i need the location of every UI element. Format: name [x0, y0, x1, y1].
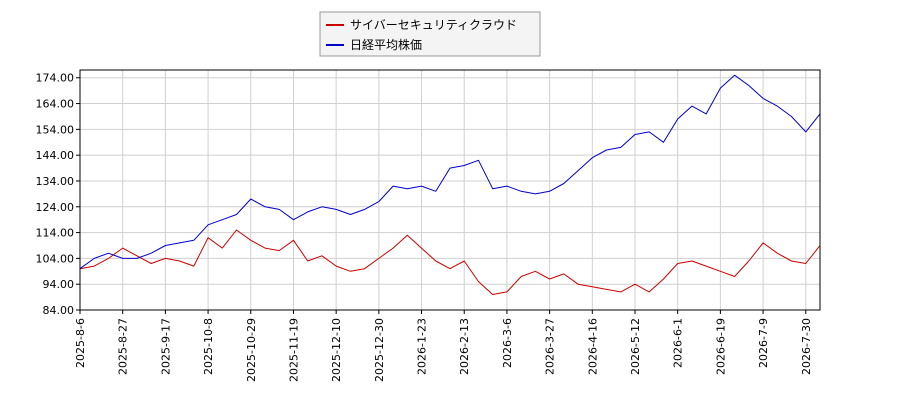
x-tick-label: 2026-5-12: [629, 318, 642, 375]
y-tick-label: 94.00: [43, 278, 75, 291]
series-lines: [79, 74, 821, 295]
y-tick-label: 134.00: [36, 175, 75, 188]
plot-frame: [79, 69, 821, 311]
series-line-1: [79, 74, 821, 270]
legend-box: [319, 11, 541, 57]
x-tick-label: 2026-1-23: [416, 318, 429, 375]
x-tick-label: 2026-4-16: [586, 318, 599, 375]
series-line-0: [79, 229, 821, 295]
y-tick-label: 124.00: [36, 201, 75, 214]
x-tick-label: 2025-10-29: [245, 318, 258, 382]
x-tick-label: 2025-11-19: [287, 318, 300, 382]
x-tick-label: 2026-3-27: [544, 318, 557, 375]
x-tick-label: 2026-7-9: [757, 318, 770, 368]
x-tick-label: 2025-8-27: [117, 318, 130, 375]
x-tick-label: 2025-9-17: [159, 318, 172, 375]
y-tick-label: 154.00: [36, 123, 75, 136]
x-tick-label: 2025-10-8: [202, 318, 215, 375]
x-tick-label: 2026-6-19: [714, 318, 727, 375]
x-tick-label: 2026-7-30: [800, 318, 813, 375]
y-tick-label: 84.00: [43, 304, 75, 317]
x-tick-label: 2025-8-6: [74, 318, 87, 368]
y-tick-label: 144.00: [36, 149, 75, 162]
y-tick-label: 164.00: [36, 98, 75, 111]
x-tick-label: 2026-2-13: [458, 318, 471, 375]
y-tick-label: 104.00: [36, 252, 75, 265]
x-axis: 2025-8-6 2025-8-27 2025-9-17 2025-10-8 2025-…: [74, 310, 813, 382]
x-tick-label: 2026-3-6: [501, 318, 514, 368]
legend-label-0: サイバーセキュリティクラウド: [350, 18, 517, 32]
y-axis: 84.00 94.00 104.00 114.00 124.00 134.00 144.00…: [36, 72, 80, 317]
x-tick-label: 2025-12-10: [330, 318, 343, 382]
x-tick-label: 2025-12-30: [373, 318, 386, 382]
x-tick-label: 2026-6-1: [672, 318, 685, 368]
grid: [79, 70, 820, 311]
y-tick-label: 174.00: [36, 72, 75, 85]
y-tick-label: 114.00: [36, 227, 75, 240]
legend-label-1: 日経平均株価: [350, 37, 422, 52]
